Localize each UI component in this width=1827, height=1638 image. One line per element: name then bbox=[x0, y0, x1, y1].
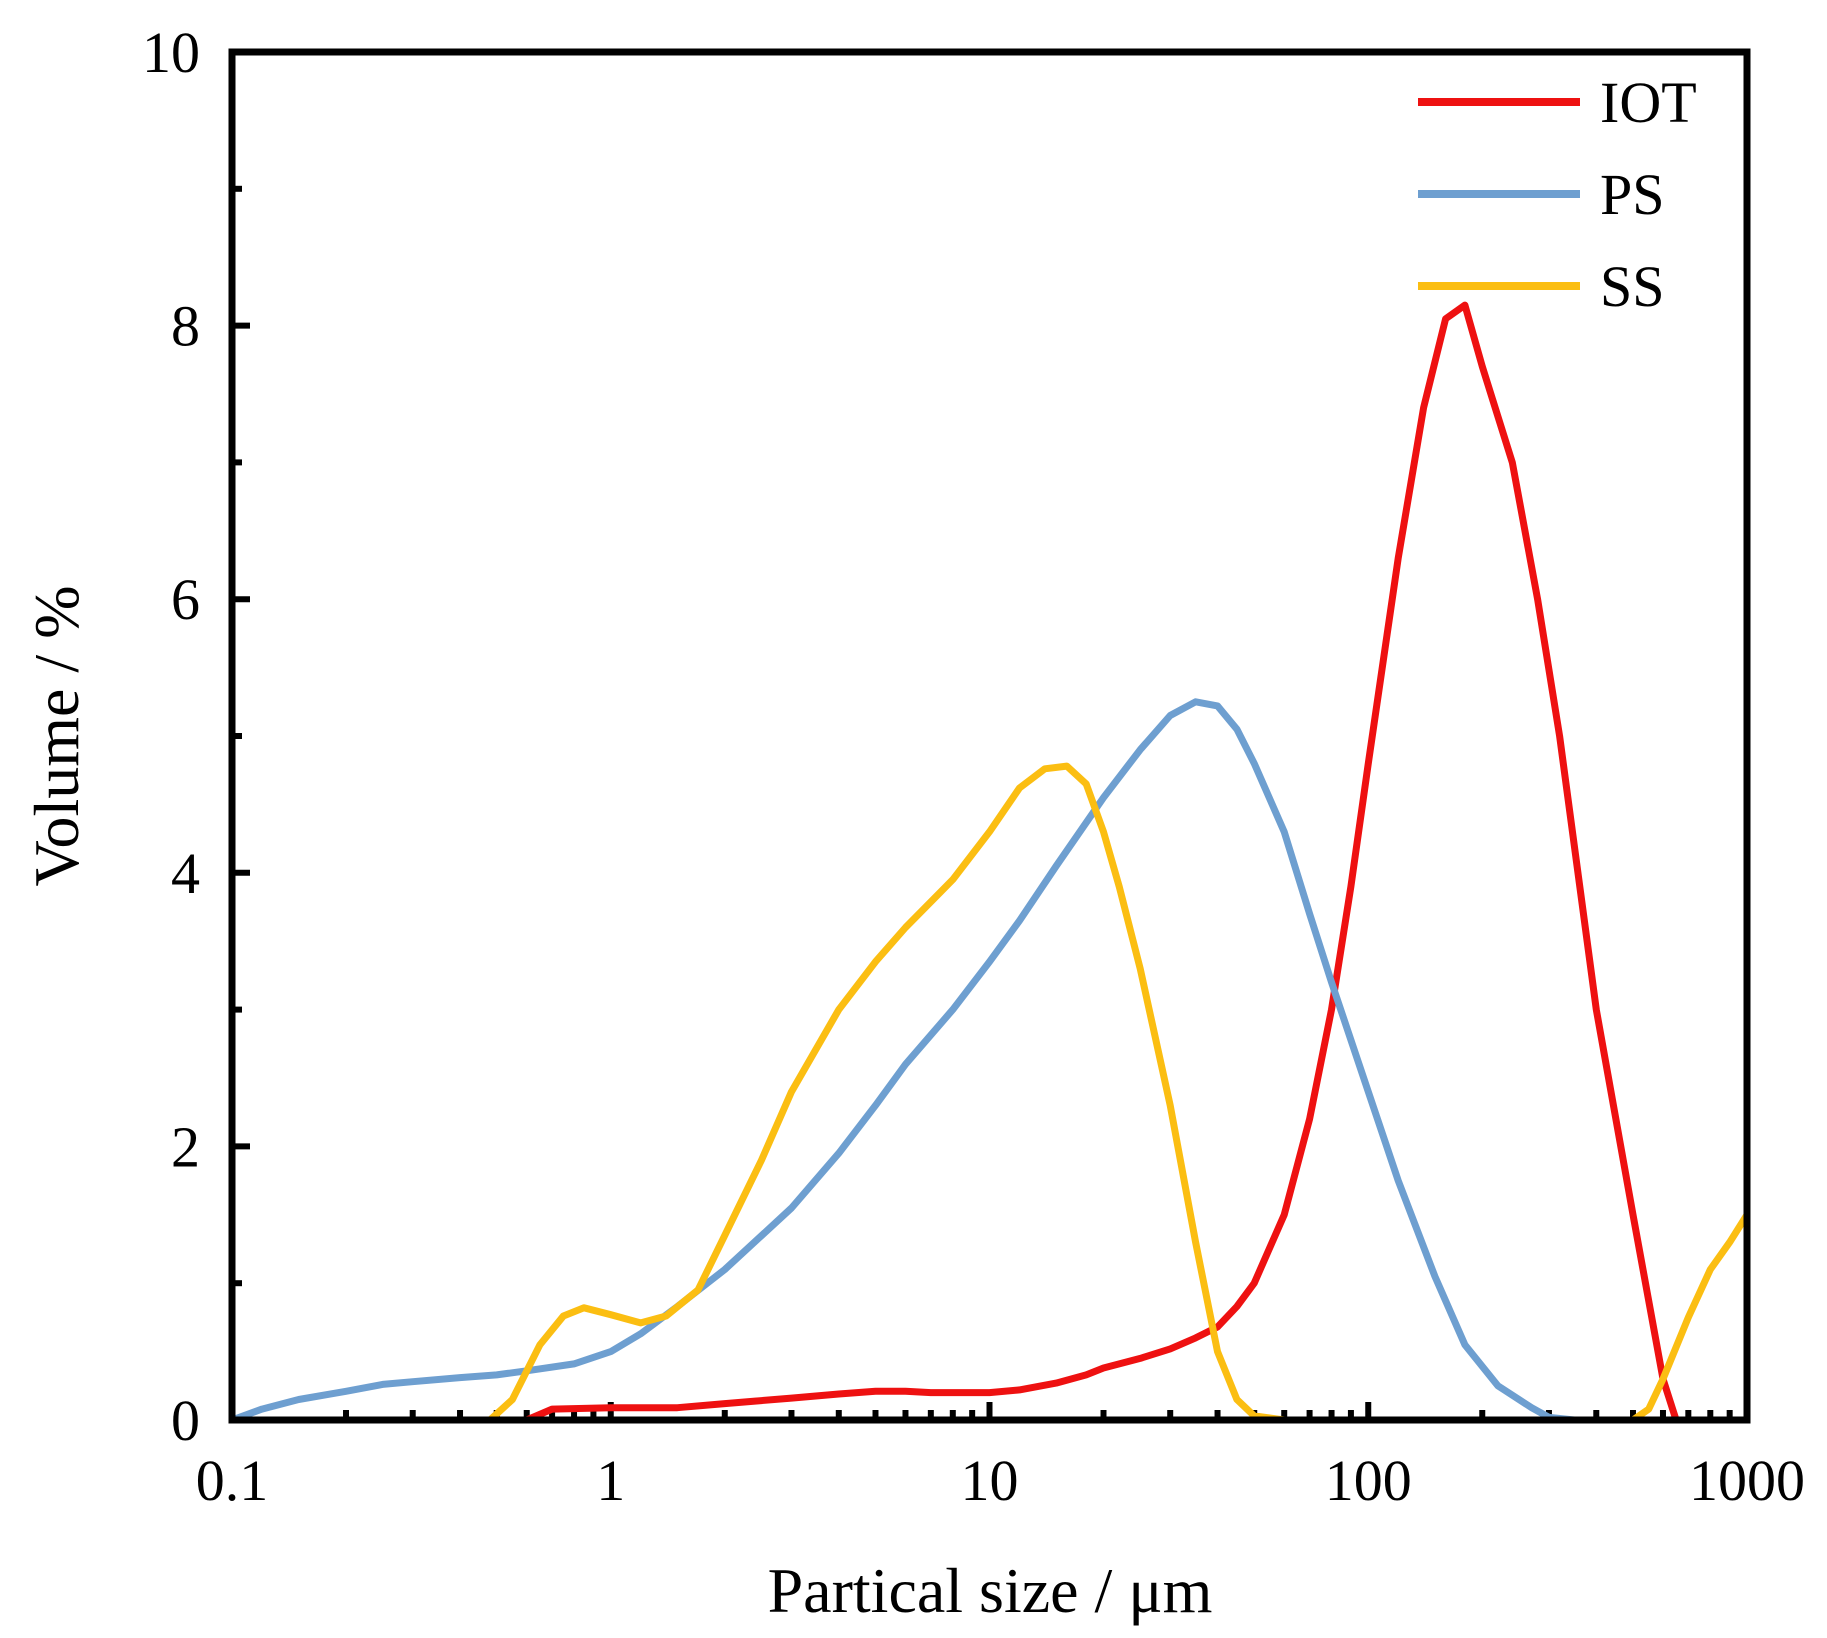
y-tick-label: 0 bbox=[171, 1388, 200, 1453]
legend: IOT PS SS bbox=[1418, 70, 1697, 319]
x-tick-label: 10 bbox=[961, 1448, 1019, 1513]
x-tick-labels: 0.1 1 10 100 1000 bbox=[196, 1448, 1805, 1513]
series-line-iot bbox=[228, 301, 1751, 1424]
x-tick-label: 0.1 bbox=[196, 1448, 269, 1513]
y-tick-label: 10 bbox=[142, 20, 200, 85]
y-tick-label: 2 bbox=[171, 1114, 200, 1179]
series-lines bbox=[228, 301, 1751, 1424]
y-axis-title: Volume / % bbox=[21, 585, 92, 886]
plot-frame bbox=[228, 48, 1751, 1424]
axis-ticks bbox=[229, 49, 1750, 1423]
x-axis-title: Partical size / μm bbox=[768, 1555, 1213, 1626]
y-tick-label: 8 bbox=[171, 294, 200, 359]
x-tick-label: 1 bbox=[596, 1448, 625, 1513]
legend-label-ps: PS bbox=[1600, 162, 1665, 227]
y-tick-label: 4 bbox=[171, 841, 200, 906]
y-tick-label: 6 bbox=[171, 567, 200, 632]
series-line-ss bbox=[228, 762, 1751, 1424]
x-tick-label: 100 bbox=[1325, 1448, 1412, 1513]
series-line-ps bbox=[228, 698, 1751, 1424]
plot-area bbox=[228, 48, 1751, 1424]
legend-label-ss: SS bbox=[1600, 254, 1665, 319]
legend-label-iot: IOT bbox=[1600, 70, 1697, 135]
x-tick-label: 1000 bbox=[1689, 1448, 1805, 1513]
y-tick-labels: 0 2 4 6 8 10 bbox=[142, 20, 200, 1453]
